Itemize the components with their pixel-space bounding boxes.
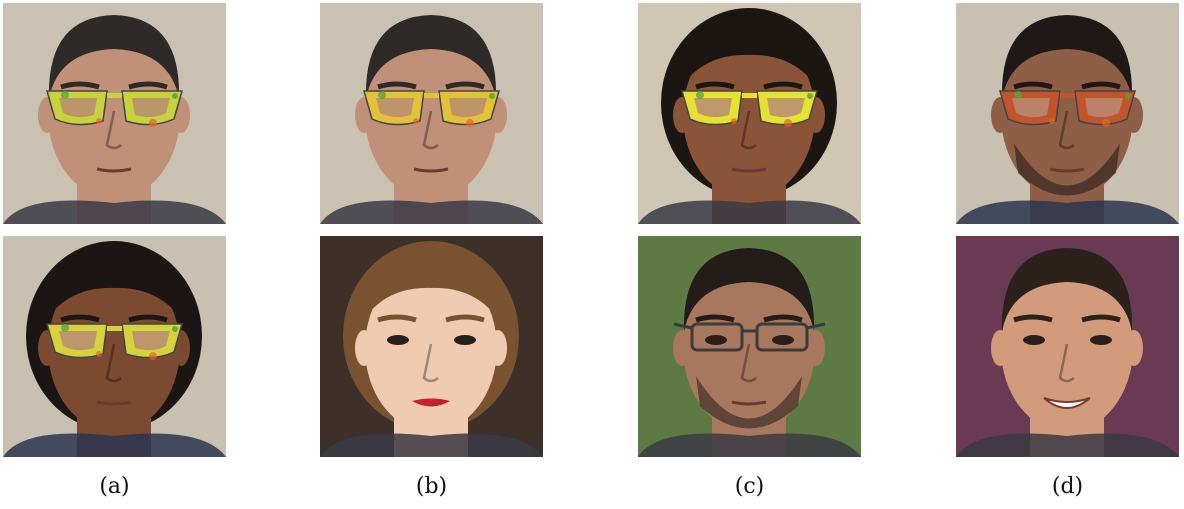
adversarial-glasses-icon bbox=[363, 90, 500, 127]
face-shape bbox=[365, 31, 497, 199]
adversarial-glasses-icon bbox=[999, 90, 1136, 127]
photo-b-top bbox=[320, 3, 543, 224]
photo-a-top bbox=[3, 3, 226, 224]
caption-c: (c) bbox=[734, 474, 765, 499]
face-shape bbox=[1001, 264, 1133, 432]
eyeglasses-icon bbox=[673, 322, 826, 352]
face-shape bbox=[1001, 31, 1133, 199]
face-shape bbox=[365, 264, 497, 432]
caption-d: (d) bbox=[1051, 474, 1084, 499]
caption-b: (b) bbox=[415, 474, 448, 499]
column-b bbox=[320, 3, 543, 457]
column-c bbox=[638, 3, 861, 457]
photo-a-bottom bbox=[3, 236, 226, 457]
adversarial-glasses-icon bbox=[46, 323, 183, 360]
photo-c-top bbox=[638, 3, 861, 224]
adversarial-glasses-icon bbox=[46, 90, 183, 127]
face-shape bbox=[48, 31, 180, 199]
photo-d-bottom bbox=[956, 236, 1179, 457]
photo-d-top bbox=[956, 3, 1179, 224]
column-d bbox=[956, 3, 1179, 457]
caption-a: (a) bbox=[99, 474, 130, 499]
photo-b-bottom bbox=[320, 236, 543, 457]
face-shape bbox=[48, 264, 180, 432]
face-shape bbox=[683, 264, 815, 432]
adversarial-glasses-icon bbox=[681, 90, 818, 127]
face-shape bbox=[683, 31, 815, 199]
photo-c-bottom bbox=[638, 236, 861, 457]
column-a bbox=[3, 3, 226, 457]
